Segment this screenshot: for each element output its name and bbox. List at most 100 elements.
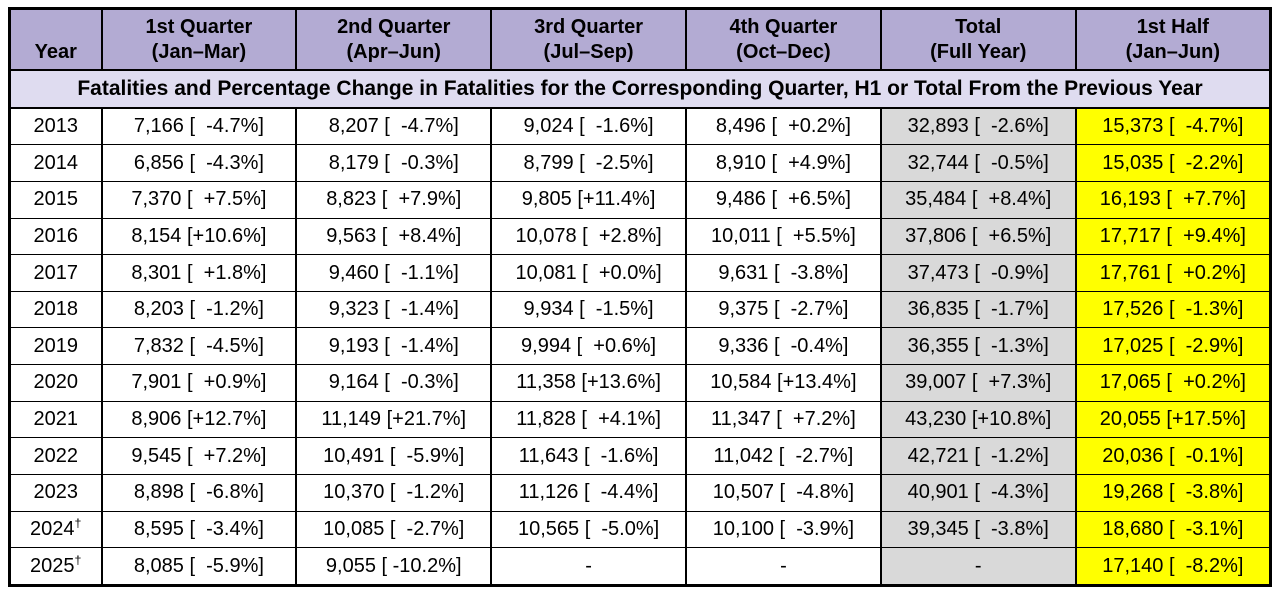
q2-cell: 8,823 [ +7.9%] xyxy=(295,180,493,219)
first-half-cell: 16,193 [ +7.7%] xyxy=(1074,180,1272,219)
column-header-h1: 1st Half (Jan–Jun) xyxy=(1074,8,1272,71)
table-row-2025: 2025† 8,085 [ -5.9%] 9,055 [ -10.2%] - - -17,… xyxy=(8,547,1272,586)
q4-cell: 10,011 [ +5.5%] xyxy=(684,217,882,256)
table-row-2021: 2021 8,906 [+12.7%] 11,149 [+21.7%] 11,828 … xyxy=(8,400,1272,439)
table-row-2015: 2015 7,370 [ +7.5%] 8,823 [ +7.9%] 9,805 [+… xyxy=(8,180,1272,219)
q3-cell: 9,805 [+11.4%] xyxy=(490,180,687,219)
column-header-total: Total (Full Year) xyxy=(879,8,1077,71)
q2-cell: 10,085 [ -2.7%] xyxy=(295,510,493,549)
q1-cell: 8,203 [ -1.2%] xyxy=(100,290,298,329)
q2-cell: 9,055 [ -10.2%] xyxy=(295,547,493,586)
q4-cell: 10,100 [ -3.9%] xyxy=(684,510,882,549)
table-row-2022: 2022 9,545 [ +7.2%] 10,491 [ -5.9%] 11,643 … xyxy=(8,437,1272,475)
q4-cell: 10,584 [+13.4%] xyxy=(684,364,882,402)
year-cell: 2019 xyxy=(8,327,103,366)
q1-cell: 8,898 [ -6.8%] xyxy=(100,473,298,512)
q3-cell: 9,934 [ -1.5%] xyxy=(490,290,687,329)
q4-cell: 11,042 [ -2.7%] xyxy=(684,437,882,475)
q2-cell: 10,370 [ -1.2%] xyxy=(295,473,493,512)
q3-cell: 9,994 [ +0.6%] xyxy=(490,327,687,366)
column-header-q2: 2nd Quarter (Apr–Jun) xyxy=(295,8,493,71)
table-row-2013: 2013 7,166 [ -4.7%] 8,207 [ -4.7%] 9,024 [ … xyxy=(8,107,1272,146)
q2-cell: 9,164 [ -0.3%] xyxy=(295,364,493,402)
first-half-cell: 19,268 [ -3.8%] xyxy=(1074,473,1272,512)
total-cell: - xyxy=(879,547,1077,586)
q4-cell: - xyxy=(684,547,882,586)
q1-cell: 7,370 [ +7.5%] xyxy=(100,180,298,219)
total-cell: 37,806 [ +6.5%] xyxy=(879,217,1077,256)
first-half-cell: 18,680 [ -3.1%] xyxy=(1074,510,1272,549)
year-cell: 2022 xyxy=(8,437,103,475)
q3-cell: 11,358 [+13.6%] xyxy=(490,364,687,402)
table-row-2020: 2020 7,901 [ +0.9%] 9,164 [ -0.3%] 11,358 [… xyxy=(8,364,1272,402)
first-half-cell: 17,065 [ +0.2%] xyxy=(1074,364,1272,402)
table-row-2024: 2024† 8,595 [ -3.4%] 10,085 [ -2.7%] 10,565… xyxy=(8,510,1272,549)
q2-cell: 10,491 [ -5.9%] xyxy=(295,437,493,475)
total-cell: 37,473 [ -0.9%] xyxy=(879,254,1077,292)
dagger-marker: † xyxy=(74,552,82,567)
first-half-cell: 20,036 [ -0.1%] xyxy=(1074,437,1272,475)
table-row-2019: 2019 7,832 [ -4.5%] 9,193 [ -1.4%] 9,994 [ … xyxy=(8,327,1272,366)
q2-cell: 8,179 [ -0.3%] xyxy=(295,144,493,182)
table-row-2014: 2014 6,856 [ -4.3%] 8,179 [ -0.3%] 8,799 [ … xyxy=(8,144,1272,182)
first-half-cell: 20,055 [+17.5%] xyxy=(1074,400,1272,439)
q2-cell: 9,563 [ +8.4%] xyxy=(295,217,493,256)
fatalities-table: Year 1st Quarter (Jan–Mar) 2nd Quarter (Apr–… xyxy=(8,7,1272,587)
q3-cell: 10,081 [ +0.0%] xyxy=(490,254,687,292)
table-header-row: Year 1st Quarter (Jan–Mar) 2nd Quarter (Apr–… xyxy=(8,8,1272,71)
table-subtitle: Fatalities and Percentage Change in Fata… xyxy=(8,69,1272,109)
q2-cell: 9,460 [ -1.1%] xyxy=(295,254,493,292)
column-header-q3: 3rd Quarter (Jul–Sep) xyxy=(490,8,687,71)
year-cell: 2018 xyxy=(8,290,103,329)
q3-cell: 10,565 [ -5.0%] xyxy=(490,510,687,549)
total-cell: 39,345 [ -3.8%] xyxy=(879,510,1077,549)
q4-cell: 8,496 [ +0.2%] xyxy=(684,107,882,146)
q2-cell: 9,193 [ -1.4%] xyxy=(295,327,493,366)
q1-cell: 7,166 [ -4.7%] xyxy=(100,107,298,146)
q1-cell: 8,595 [ -3.4%] xyxy=(100,510,298,549)
year-cell: 2020 xyxy=(8,364,103,402)
first-half-cell: 15,373 [ -4.7%] xyxy=(1074,107,1272,146)
q1-cell: 7,832 [ -4.5%] xyxy=(100,327,298,366)
first-half-cell: 17,761 [ +0.2%] xyxy=(1074,254,1272,292)
column-header-q4: 4th Quarter (Oct–Dec) xyxy=(684,8,882,71)
total-cell: 32,893 [ -2.6%] xyxy=(879,107,1077,146)
total-cell: 39,007 [ +7.3%] xyxy=(879,364,1077,402)
q3-cell: 11,643 [ -1.6%] xyxy=(490,437,687,475)
year-cell: 2023 xyxy=(8,473,103,512)
q1-cell: 8,906 [+12.7%] xyxy=(100,400,298,439)
year-cell: 2021 xyxy=(8,400,103,439)
q3-cell: 9,024 [ -1.6%] xyxy=(490,107,687,146)
q2-cell: 8,207 [ -4.7%] xyxy=(295,107,493,146)
q3-cell: 8,799 [ -2.5%] xyxy=(490,144,687,182)
first-half-cell: 15,035 [ -2.2%] xyxy=(1074,144,1272,182)
q1-cell: 9,545 [ +7.2%] xyxy=(100,437,298,475)
q4-cell: 9,336 [ -0.4%] xyxy=(684,327,882,366)
q2-cell: 9,323 [ -1.4%] xyxy=(295,290,493,329)
table-row-2017: 2017 8,301 [ +1.8%] 9,460 [ -1.1%] 10,081 [… xyxy=(8,254,1272,292)
q1-cell: 8,301 [ +1.8%] xyxy=(100,254,298,292)
dagger-marker: † xyxy=(74,516,82,531)
year-cell: 2024† xyxy=(8,510,103,549)
q3-cell: - xyxy=(490,547,687,586)
year-cell: 2025† xyxy=(8,547,103,586)
total-cell: 40,901 [ -4.3%] xyxy=(879,473,1077,512)
table-subtitle-row: Fatalities and Percentage Change in Fata… xyxy=(8,69,1272,109)
q1-cell: 7,901 [ +0.9%] xyxy=(100,364,298,402)
year-cell: 2017 xyxy=(8,254,103,292)
q3-cell: 11,828 [ +4.1%] xyxy=(490,400,687,439)
first-half-cell: 17,526 [ -1.3%] xyxy=(1074,290,1272,329)
q4-cell: 11,347 [ +7.2%] xyxy=(684,400,882,439)
year-cell: 2016 xyxy=(8,217,103,256)
total-cell: 42,721 [ -1.2%] xyxy=(879,437,1077,475)
table-row-2023: 2023 8,898 [ -6.8%] 10,370 [ -1.2%] 11,126 … xyxy=(8,473,1272,512)
table-row-2018: 2018 8,203 [ -1.2%] 9,323 [ -1.4%] 9,934 [ … xyxy=(8,290,1272,329)
table-row-2016: 2016 8,154 [+10.6%] 9,563 [ +8.4%] 10,078 [… xyxy=(8,217,1272,256)
q4-cell: 9,486 [ +6.5%] xyxy=(684,180,882,219)
column-header-year: Year xyxy=(8,8,103,71)
year-cell: 2015 xyxy=(8,180,103,219)
q2-cell: 11,149 [+21.7%] xyxy=(295,400,493,439)
first-half-cell: 17,140 [ -8.2%] xyxy=(1074,547,1272,586)
total-cell: 36,355 [ -1.3%] xyxy=(879,327,1077,366)
